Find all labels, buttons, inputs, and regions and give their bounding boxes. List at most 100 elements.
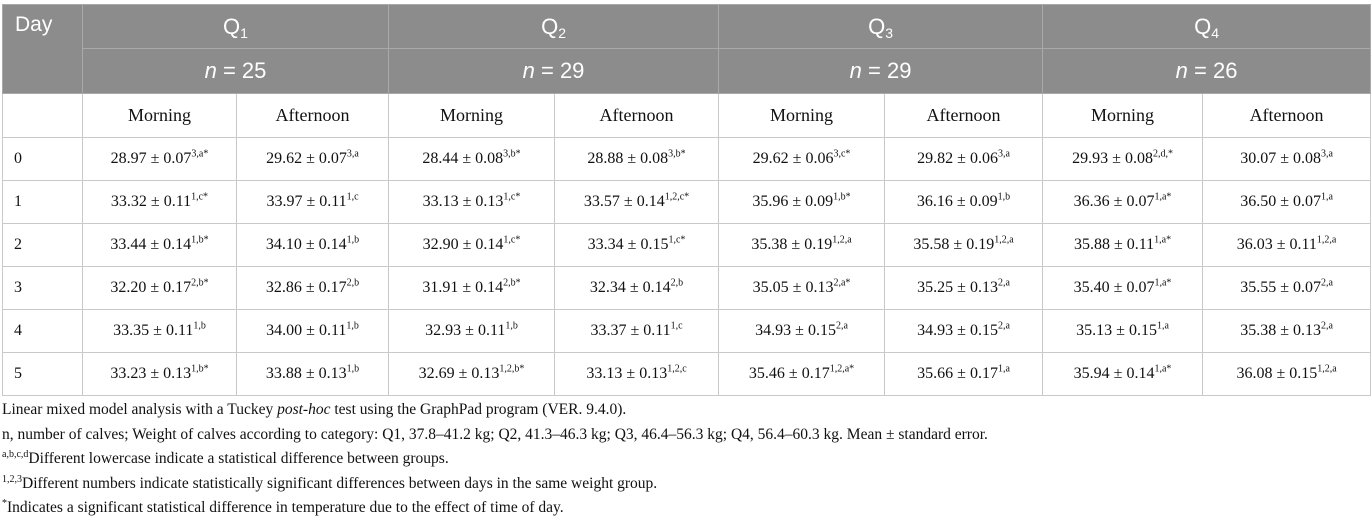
value-cell: 33.13 ± 0.131,2,c [554,352,720,396]
significance-superscript: 1,b [346,320,359,332]
mean-se-value: 34.93 ± 0.15 [755,322,836,339]
value-cell: 32.93 ± 0.111,b [388,309,556,353]
mean-se-value: 32.86 ± 0.17 [265,279,347,296]
mean-se-value: 35.96 ± 0.09 [752,193,834,210]
significance-superscript: 2,a [835,320,848,332]
mean-se-value: 32.93 ± 0.11 [425,322,506,339]
value-cell: 31.91 ± 0.142,b* [388,266,556,310]
mean-se-value: 36.03 ± 0.11 [1236,236,1317,253]
value-cell: 29.82 ± 0.063,a [884,137,1044,181]
significance-superscript: 3,a [346,148,359,160]
significance-superscript: 2,d,* [1152,148,1173,160]
value-cell: 33.35 ± 0.111,b [82,309,237,353]
significance-superscript: 1,2,a [832,234,852,246]
value-cell: 35.94 ± 0.141,a* [1042,352,1204,396]
blank-cell [2,93,83,138]
value-cell: 33.97 ± 0.111,c [235,180,390,224]
morning-header: Morning [388,93,556,138]
value-cell: 35.55 ± 0.072,a [1202,266,1372,310]
mean-se-value: 29.93 ± 0.08 [1072,150,1153,167]
sample-size-q3: n = 29 [718,48,1044,94]
significance-superscript: 1,a* [1154,234,1172,246]
sample-size-q1: n = 25 [81,48,390,94]
value-cell: 36.16 ± 0.091,b [884,180,1044,224]
value-cell: 35.38 ± 0.191,2,a [718,223,886,267]
value-cell: 35.40 ± 0.071,a* [1042,266,1204,310]
value-cell: 35.88 ± 0.111,a* [1042,223,1204,267]
significance-superscript: 2,b* [191,277,209,289]
mean-se-value: 28.88 ± 0.08 [587,150,669,167]
table-row: 0 28.97 ± 0.073,a* 29.62 ± 0.073,a 28.44 ± … [2,137,1372,181]
significance-superscript: 2,a [1320,277,1333,289]
significance-superscript: 1,a [997,363,1010,375]
significance-superscript: 2,b [346,277,360,289]
morning-header: Morning [718,93,886,138]
value-cell: 34.00 ± 0.111,b [235,309,390,353]
group-header-q2: Q2 [388,4,720,49]
sample-size-q4: n = 26 [1042,48,1372,94]
table-row: 3 32.20 ± 0.172,b* 32.86 ± 0.172,b 31.91 ± … [2,266,1372,310]
value-cell: 29.62 ± 0.063,c* [718,137,886,181]
value-cell: 28.88 ± 0.083,b* [554,137,720,181]
group-header-q4: Q4 [1042,4,1372,49]
value-cell: 28.44 ± 0.083,b* [388,137,556,181]
mean-se-value: 36.50 ± 0.07 [1240,193,1321,210]
day-column-header: Day [2,4,83,94]
significance-superscript: 3,c* [833,148,851,160]
mean-se-value: 29.82 ± 0.06 [917,150,998,167]
significance-superscript: 1,c* [191,191,209,203]
mean-se-value: 35.40 ± 0.07 [1073,279,1155,296]
significance-superscript: 1,a [1156,320,1169,332]
morning-header: Morning [82,93,237,138]
significance-superscript: 3,b* [503,148,521,160]
significance-superscript: 3,a [997,148,1010,160]
significance-superscript: 1,c [346,191,359,203]
value-cell: 33.34 ± 0.151,c* [554,223,720,267]
mean-se-value: 33.13 ± 0.13 [422,193,504,210]
significance-superscript: 1,b [997,191,1011,203]
value-cell: 30.07 ± 0.083,a [1202,137,1372,181]
day-cell: 5 [2,352,83,396]
group-header-q1: Q1 [81,4,390,49]
mean-se-value: 33.44 ± 0.14 [110,236,192,253]
significance-superscript: 3,a* [191,148,209,160]
value-cell: 32.90 ± 0.141,c* [388,223,556,267]
afternoon-header: Afternoon [1202,93,1372,138]
significance-superscript: 1,c* [668,234,686,246]
significance-superscript: 1,b [346,234,360,246]
significance-superscript: 1,b* [833,191,851,203]
value-cell: 33.32 ± 0.111,c* [82,180,237,224]
mean-se-value: 33.23 ± 0.13 [110,365,192,382]
value-cell: 35.58 ± 0.191,2,a [884,223,1044,267]
mean-se-value: 35.13 ± 0.15 [1076,322,1157,339]
value-cell: 35.96 ± 0.091,b* [718,180,886,224]
value-cell: 35.46 ± 0.171,2,a* [718,352,886,396]
significance-superscript: 1,c [670,320,683,332]
significance-superscript: 1,2,a [1316,234,1337,246]
afternoon-header: Afternoon [884,93,1044,138]
mean-se-value: 32.90 ± 0.14 [422,236,504,253]
significance-superscript: 1,2,a* [829,363,855,375]
significance-superscript: 2,b* [503,277,521,289]
mean-se-value: 36.08 ± 0.15 [1236,365,1318,382]
results-table: Day Q1 Q2 Q3 Q4 n = 25 n = 29 n = 29 n =… [2,4,1372,396]
mean-se-value: 35.05 ± 0.13 [752,279,834,296]
significance-superscript: 1,2,a [994,234,1014,246]
footnote-numbers: 1,2,3Different numbers indicate statisti… [2,473,658,492]
value-cell: 32.69 ± 0.131,2,b* [388,352,556,396]
value-cell: 32.20 ± 0.172,b* [82,266,237,310]
table-body: 0 28.97 ± 0.073,a* 29.62 ± 0.073,a 28.44 ± … [2,137,1372,396]
significance-superscript: 2,a [997,277,1010,289]
significance-superscript: 1,b [346,363,360,375]
significance-superscript: 2,a [1320,320,1333,332]
mean-se-value: 29.62 ± 0.06 [752,150,834,167]
mean-se-value: 34.93 ± 0.15 [917,322,998,339]
mean-se-value: 33.88 ± 0.13 [265,365,347,382]
mean-se-value: 29.62 ± 0.07 [266,150,347,167]
mean-se-value: 33.97 ± 0.11 [266,193,347,210]
mean-se-value: 35.25 ± 0.13 [917,279,998,296]
mean-se-value: 28.97 ± 0.07 [110,150,192,167]
day-cell: 2 [2,223,83,267]
significance-superscript: 1,a* [1154,363,1172,375]
value-cell: 33.13 ± 0.131,c* [388,180,556,224]
